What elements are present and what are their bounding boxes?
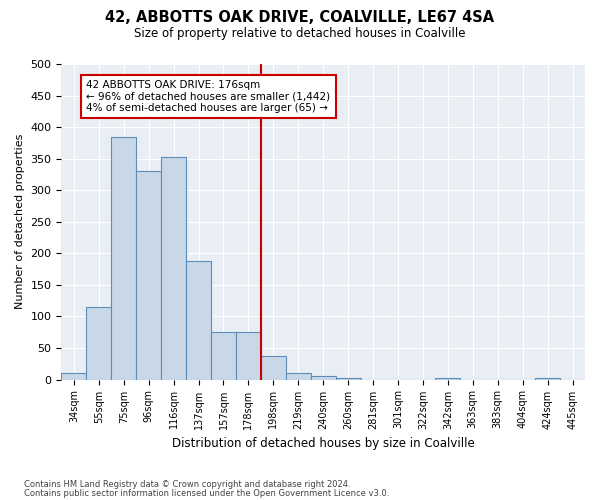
X-axis label: Distribution of detached houses by size in Coalville: Distribution of detached houses by size … [172, 437, 475, 450]
Bar [311, 376, 335, 380]
Text: Contains public sector information licensed under the Open Government Licence v3: Contains public sector information licen… [24, 489, 389, 498]
Text: 42, ABBOTTS OAK DRIVE, COALVILLE, LE67 4SA: 42, ABBOTTS OAK DRIVE, COALVILLE, LE67 4… [106, 10, 494, 25]
Bar [535, 378, 560, 380]
Bar [111, 136, 136, 380]
Bar [61, 374, 86, 380]
Bar [161, 158, 186, 380]
Bar [436, 378, 460, 380]
Bar [86, 307, 111, 380]
Bar [261, 356, 286, 380]
Bar [211, 332, 236, 380]
Text: Size of property relative to detached houses in Coalville: Size of property relative to detached ho… [134, 28, 466, 40]
Bar [236, 332, 261, 380]
Y-axis label: Number of detached properties: Number of detached properties [15, 134, 25, 310]
Bar [136, 172, 161, 380]
Text: 42 ABBOTTS OAK DRIVE: 176sqm
← 96% of detached houses are smaller (1,442)
4% of : 42 ABBOTTS OAK DRIVE: 176sqm ← 96% of de… [86, 80, 331, 113]
Bar [335, 378, 361, 380]
Text: Contains HM Land Registry data © Crown copyright and database right 2024.: Contains HM Land Registry data © Crown c… [24, 480, 350, 489]
Bar [286, 374, 311, 380]
Bar [186, 261, 211, 380]
